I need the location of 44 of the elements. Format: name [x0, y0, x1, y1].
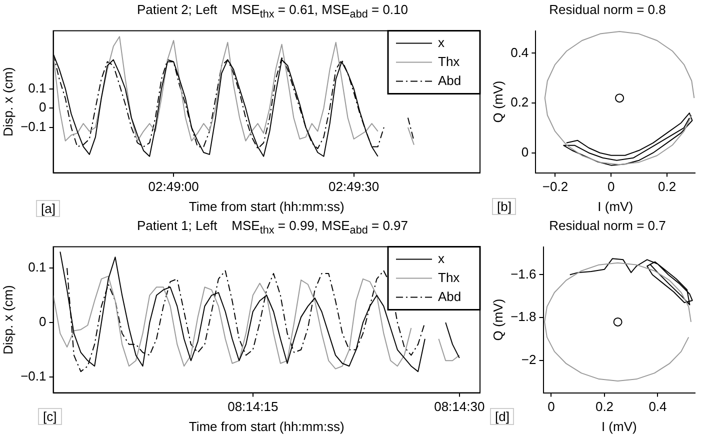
legend-label: Abd: [438, 288, 462, 304]
x-axis-title: Time from start (hh:mm:ss): [188, 418, 344, 434]
y-axis-title: Q (mV): [490, 298, 506, 341]
x-tick-label: 02:49:30: [328, 179, 380, 194]
x-tick-label: 0.2: [658, 179, 676, 194]
y-tick-label: 0: [521, 144, 529, 160]
x-axis-title: I (mV): [601, 418, 637, 434]
x-tick-label: 08:14:15: [228, 399, 278, 414]
legend-label: x: [438, 34, 445, 50]
y-tick-label: −2: [521, 352, 536, 368]
y-tick-label: 0.1: [28, 260, 46, 275]
y-tick-label: 0: [39, 314, 46, 330]
legend-label: Thx: [438, 270, 460, 285]
y-axis-title: Q (mV): [490, 80, 506, 123]
text: [b]: [492, 198, 516, 215]
legend-label: Abd: [438, 72, 462, 88]
y-tick-label: −1.8: [510, 309, 536, 324]
x-tick-label: −0.2: [542, 179, 568, 194]
y-tick-label: 0: [39, 100, 46, 115]
x-tick-label: 0.4: [648, 399, 667, 414]
x-tick-label: 02:49:00: [148, 179, 199, 194]
chart-title: Patient 1; Left MSE$_{thx}$ = 0.99, MSE$_{abd}$ = 0.97: [136, 218, 409, 237]
y-tick-label: −1.6: [510, 266, 536, 282]
text: [c]: [38, 408, 62, 425]
x-tick-label: 0: [608, 179, 615, 194]
x-tick-label: 0.2: [595, 399, 614, 414]
chart-title: Residual norm = 0.8: [548, 2, 667, 19]
y-axis-title: Disp. x (cm): [0, 67, 16, 136]
y-tick-label: 0.4: [510, 44, 529, 60]
chart-title: Patient 2; Left MSE$_{thx}$ = 0.61, MSE$_{abd}$ = 0.10: [136, 2, 409, 21]
x-axis-title: Time from start (hh:mm:ss): [188, 198, 344, 214]
legend-label: x: [438, 250, 445, 266]
y-tick-label: −0.1: [20, 118, 46, 134]
text: [a]: [36, 200, 60, 217]
y-tick-label: 0.1: [28, 80, 46, 96]
y-tick-label: 0.2: [510, 94, 529, 110]
y-tick-label: −0.1: [20, 368, 46, 384]
x-tick-label: 08:14:30: [434, 399, 485, 414]
y-axis-title: Disp. x (cm): [0, 285, 16, 354]
text: [d]: [490, 408, 514, 425]
x-tick-label: 0: [548, 399, 555, 414]
chart-title: Residual norm = 0.7: [548, 218, 667, 235]
x-axis-title: I (mV): [598, 198, 634, 214]
legend-label: Thx: [438, 54, 460, 69]
